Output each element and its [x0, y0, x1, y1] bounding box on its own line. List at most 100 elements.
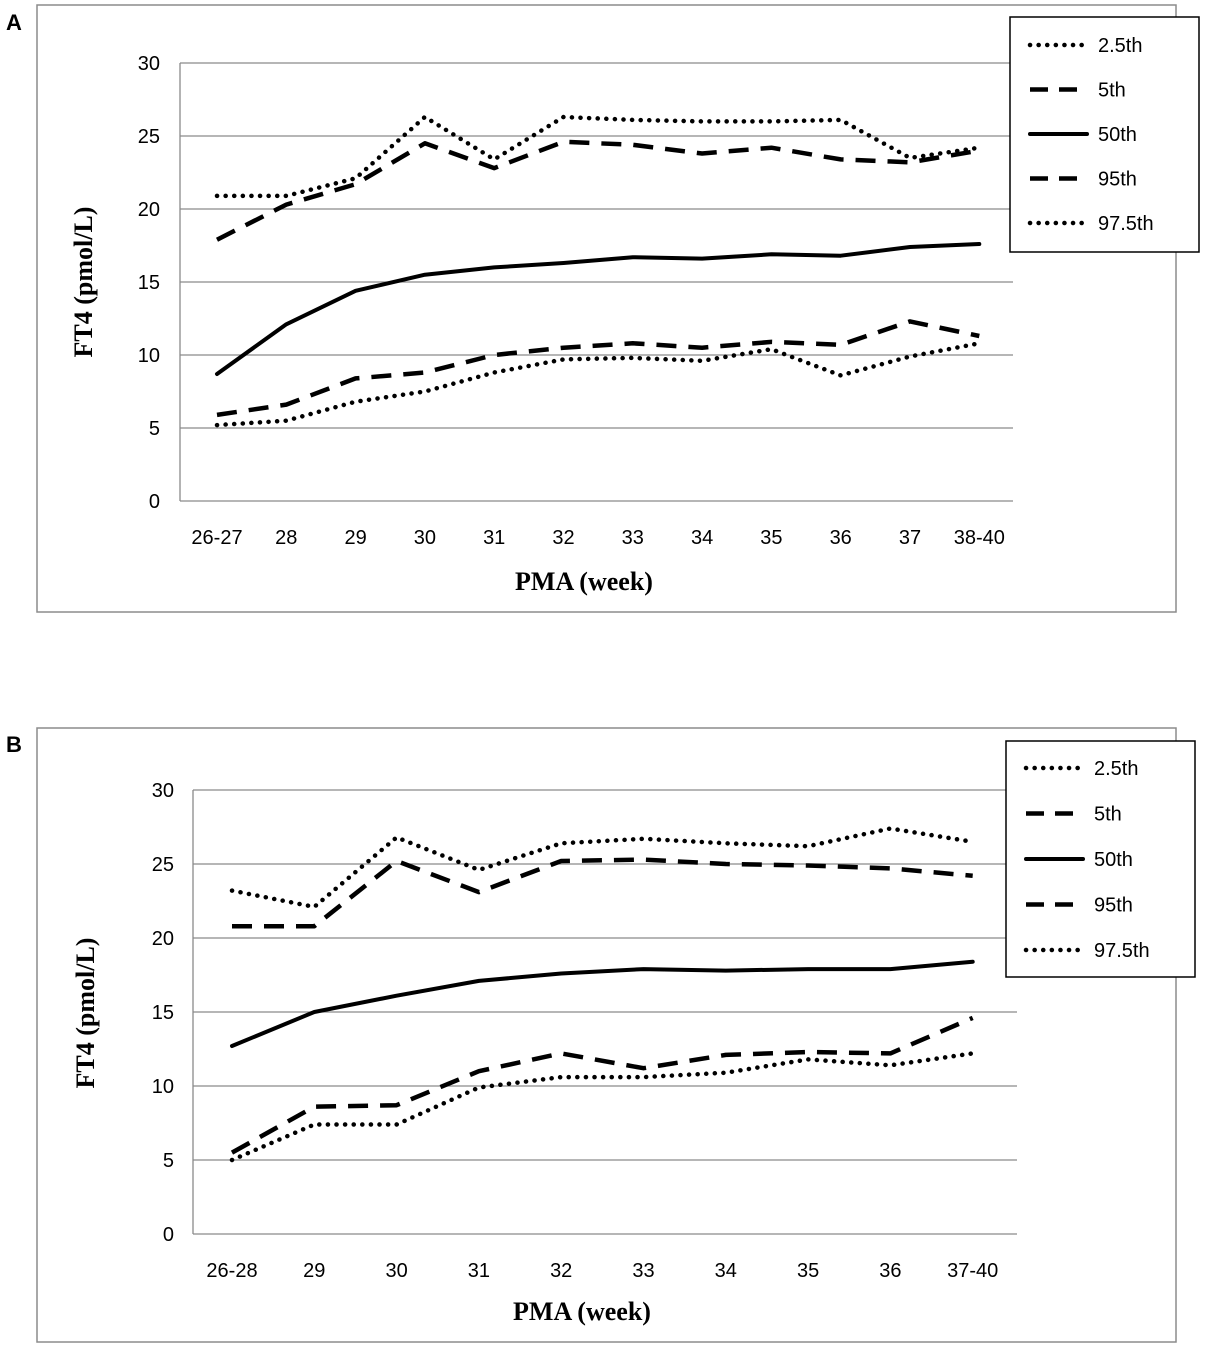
data-point-95th [231, 925, 234, 928]
chart-frame [36, 4, 1177, 613]
data-point-2.5th [971, 1052, 974, 1055]
data-point-5th [631, 342, 634, 345]
data-point-95th [313, 925, 316, 928]
data-point-2.5th [560, 1076, 563, 1079]
data-point-97.5th [839, 118, 842, 121]
x-tick-label: 34 [715, 1260, 737, 1282]
data-point-97.5th [354, 177, 357, 180]
data-point-2.5th [231, 1159, 234, 1162]
data-point-5th [839, 343, 842, 346]
data-point-97.5th [770, 120, 773, 123]
legend-label: 97.5th [1098, 213, 1154, 235]
series-line-50th [230, 959, 975, 1048]
data-point-2.5th [642, 1076, 645, 1079]
data-point-2.5th [216, 424, 219, 427]
data-point-50th [562, 262, 565, 265]
data-point-50th [971, 960, 974, 963]
data-point-95th [724, 863, 727, 866]
x-tick-label: 29 [344, 527, 366, 549]
y-tick-label: 25 [138, 126, 160, 148]
x-tick-label: 32 [550, 1260, 572, 1282]
data-point-97.5th [889, 827, 892, 830]
y-tick-label: 25 [152, 854, 174, 876]
series-line-95th [215, 139, 980, 242]
data-point-2.5th [477, 1086, 480, 1089]
data-point-5th [770, 340, 773, 343]
legend-label: 50th [1094, 849, 1133, 871]
data-point-95th [701, 152, 704, 155]
data-point-95th [477, 891, 480, 894]
data-point-2.5th [724, 1071, 727, 1074]
x-axis-title: PMA (week) [513, 1297, 651, 1326]
data-point-5th [560, 1052, 563, 1055]
data-point-50th [285, 323, 288, 326]
x-tick-label: 33 [632, 1260, 654, 1282]
x-tick-label: 32 [552, 527, 574, 549]
data-point-97.5th [560, 842, 563, 845]
data-point-95th [642, 858, 645, 861]
x-tick-label: 26-28 [206, 1260, 257, 1282]
data-point-95th [909, 161, 912, 164]
data-point-50th [889, 968, 892, 971]
data-point-5th [701, 346, 704, 349]
data-point-95th [807, 864, 810, 867]
data-point-95th [889, 867, 892, 870]
x-tick-label: 33 [622, 527, 644, 549]
x-tick-label: 30 [414, 527, 436, 549]
data-point-97.5th [313, 905, 316, 908]
y-axis-title: FT4 (pmol/L) [69, 207, 98, 358]
data-point-50th [231, 1045, 234, 1048]
data-point-50th [313, 1011, 316, 1014]
data-point-95th [971, 874, 974, 877]
data-point-97.5th [724, 842, 727, 845]
data-point-50th [354, 289, 357, 292]
data-point-2.5th [770, 348, 773, 351]
x-tick-label: 35 [797, 1260, 819, 1282]
series-line-2.5th [214, 341, 982, 428]
data-point-97.5th [631, 118, 634, 121]
x-tick-label: 30 [385, 1260, 407, 1282]
data-point-97.5th [807, 845, 810, 848]
data-point-2.5th [631, 356, 634, 359]
legend-label: 2.5th [1098, 35, 1142, 57]
data-point-2.5th [909, 355, 912, 358]
data-point-5th [493, 354, 496, 357]
data-point-2.5th [889, 1064, 892, 1067]
data-point-95th [631, 143, 634, 146]
data-point-5th [807, 1050, 810, 1053]
legend-label: 50th [1098, 124, 1137, 146]
y-tick-label: 10 [152, 1076, 174, 1098]
data-point-50th [807, 968, 810, 971]
data-point-97.5th [423, 116, 426, 119]
data-point-50th [631, 256, 634, 259]
data-point-97.5th [231, 889, 234, 892]
data-point-5th [889, 1052, 892, 1055]
data-point-95th [216, 238, 219, 241]
data-point-50th [423, 273, 426, 276]
data-point-5th [231, 1151, 234, 1154]
data-point-5th [909, 320, 912, 323]
x-tick-label: 26-27 [191, 527, 242, 549]
data-point-5th [562, 346, 565, 349]
data-point-50th [724, 969, 727, 972]
legend-label: 97.5th [1094, 940, 1150, 962]
y-tick-label: 30 [138, 53, 160, 75]
x-tick-label: 34 [691, 527, 713, 549]
chart-panel-b: 0 5 10 15 20 25 30 26-28 29 30 31 32 33 34 35 36 37-40 PM… [36, 727, 1196, 1343]
x-axis-title: PMA (week) [515, 567, 653, 596]
data-point-95th [770, 146, 773, 149]
data-point-5th [642, 1067, 645, 1070]
x-tick-label: 35 [760, 527, 782, 549]
data-point-97.5th [395, 836, 398, 839]
data-point-2.5th [839, 374, 842, 377]
x-tick-label: 38-40 [954, 527, 1005, 549]
y-tick-label: 15 [152, 1002, 174, 1024]
x-tick-label: 37 [899, 527, 921, 549]
data-point-2.5th [978, 342, 981, 345]
chart-panel-a: 0 5 10 15 20 25 30 26-27 28 29 30 31 32 33 34 35 36 37 38-… [36, 4, 1200, 613]
data-point-95th [978, 149, 981, 152]
y-tick-label: 0 [149, 491, 160, 513]
x-tick-label: 28 [275, 527, 297, 549]
data-point-97.5th [216, 194, 219, 197]
data-point-2.5th [562, 358, 565, 361]
